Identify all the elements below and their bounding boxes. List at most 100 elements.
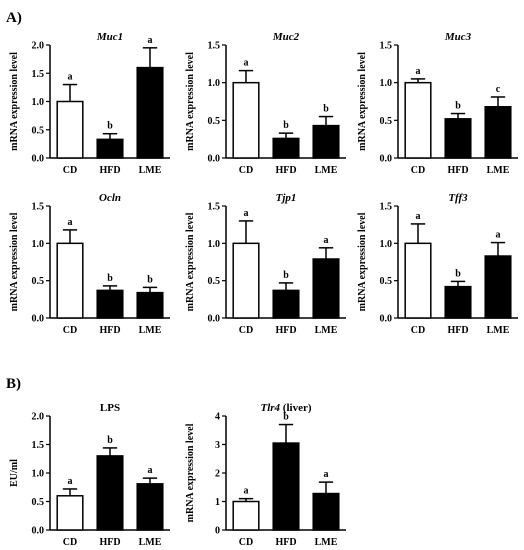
significance-letter: b bbox=[283, 412, 289, 423]
y-tick-label: 2.0 bbox=[32, 41, 45, 52]
bar bbox=[312, 492, 340, 531]
chart-title: Tff3 bbox=[448, 192, 468, 204]
bar bbox=[136, 66, 164, 159]
y-tick-label: 1.5 bbox=[32, 202, 45, 213]
y-tick-label: 1.0 bbox=[208, 78, 221, 89]
y-tick-label: 1.0 bbox=[32, 469, 45, 480]
y-axis-label: mRNA expression level bbox=[185, 52, 196, 151]
y-tick-label: 1.0 bbox=[380, 239, 393, 250]
y-tick-label: 2 bbox=[215, 469, 220, 480]
y-tick-label: 1.5 bbox=[380, 202, 393, 213]
y-tick-label: 0.5 bbox=[208, 116, 221, 127]
significance-letter: b bbox=[107, 273, 113, 284]
x-tick-label: HFD bbox=[447, 165, 468, 176]
y-tick-label: 1 bbox=[215, 497, 220, 508]
chart-title: Muc3 bbox=[444, 31, 472, 43]
chart-muc1: 0.0 0.5 1.0 1.5 2.0 mRNA expression level Muc1… bbox=[9, 31, 170, 176]
bar bbox=[56, 100, 84, 159]
bar bbox=[312, 258, 340, 319]
x-tick-label: CD bbox=[63, 165, 77, 176]
y-axis-label: mRNA expression level bbox=[357, 52, 368, 151]
y-tick-label: 0.5 bbox=[32, 125, 45, 136]
y-tick-label: 0.0 bbox=[380, 314, 393, 325]
bar bbox=[136, 291, 164, 319]
y-tick-label: 0.5 bbox=[380, 276, 393, 287]
significance-letter: a bbox=[324, 235, 329, 246]
chart-title-main: Muc1 bbox=[96, 31, 123, 43]
y-axis-label: mRNA expression level bbox=[357, 212, 368, 311]
x-tick-label: LME bbox=[139, 537, 162, 548]
x-tick-label: HFD bbox=[99, 165, 120, 176]
chart-title: LPS bbox=[100, 402, 120, 414]
bar bbox=[232, 500, 260, 531]
x-tick-label: CD bbox=[239, 537, 253, 548]
y-tick-label: 0.0 bbox=[32, 314, 45, 325]
significance-letter: a bbox=[148, 465, 153, 476]
bar bbox=[96, 455, 124, 531]
y-tick-label: 0 bbox=[215, 526, 220, 537]
y-tick-label: 1.5 bbox=[208, 202, 221, 213]
bar bbox=[136, 483, 164, 531]
chart-tjp1: 0.0 0.5 1.0 1.5 mRNA expression level Tjp1 a CD… bbox=[185, 192, 346, 336]
y-tick-label: 4 bbox=[215, 412, 220, 423]
significance-letter: a bbox=[148, 35, 153, 46]
bar bbox=[404, 242, 432, 319]
panel-label-b: B) bbox=[6, 376, 21, 392]
bar bbox=[272, 137, 300, 159]
chart-title: Tlr4 (liver) bbox=[260, 402, 311, 414]
chart-title: Ocln bbox=[99, 192, 121, 204]
y-tick-label: 1.0 bbox=[32, 239, 45, 250]
bar bbox=[484, 255, 512, 319]
significance-letter: b bbox=[455, 268, 461, 279]
y-tick-label: 0.0 bbox=[208, 154, 221, 165]
chart-ocln: 0.0 0.5 1.0 1.5 mRNA expression level Ocln a CD… bbox=[9, 192, 170, 336]
y-tick-label: 0.0 bbox=[32, 526, 45, 537]
y-tick-label: 0.5 bbox=[32, 276, 45, 287]
significance-letter: c bbox=[496, 84, 501, 95]
bar bbox=[272, 442, 300, 531]
bar bbox=[444, 285, 472, 319]
chart-title-main: Ocln bbox=[99, 192, 121, 204]
y-tick-label: 0.0 bbox=[380, 154, 393, 165]
bar bbox=[56, 495, 84, 531]
y-tick-label: 1.5 bbox=[380, 41, 393, 52]
x-tick-label: HFD bbox=[275, 325, 296, 336]
significance-letter: a bbox=[68, 476, 73, 487]
y-tick-label: 0.5 bbox=[208, 276, 221, 287]
bar bbox=[56, 242, 84, 319]
bar bbox=[96, 289, 124, 319]
chart-title-main: Muc3 bbox=[444, 31, 472, 43]
significance-letter: a bbox=[244, 58, 249, 69]
bar bbox=[404, 81, 432, 159]
x-tick-label: LME bbox=[487, 325, 510, 336]
y-tick-label: 0.0 bbox=[208, 314, 221, 325]
y-tick-label: 1.5 bbox=[32, 69, 45, 80]
significance-letter: a bbox=[496, 230, 501, 241]
x-tick-label: LME bbox=[487, 165, 510, 176]
significance-letter: a bbox=[244, 486, 249, 497]
y-tick-label: 2.0 bbox=[32, 412, 45, 423]
x-tick-label: LME bbox=[315, 325, 338, 336]
x-tick-label: LME bbox=[315, 165, 338, 176]
y-axis-label: mRNA expression level bbox=[9, 52, 20, 151]
significance-letter: a bbox=[324, 469, 329, 480]
y-tick-label: 3 bbox=[215, 440, 220, 451]
significance-letter: a bbox=[244, 208, 249, 219]
significance-letter: b bbox=[283, 120, 289, 131]
bar bbox=[232, 81, 260, 159]
chart-title: Muc1 bbox=[96, 31, 123, 43]
x-tick-label: HFD bbox=[99, 325, 120, 336]
significance-letter: a bbox=[416, 66, 421, 77]
y-tick-label: 1.0 bbox=[380, 78, 393, 89]
chart-muc3: 0.0 0.5 1.0 1.5 mRNA expression level Muc3 a CD… bbox=[357, 31, 518, 176]
y-tick-label: 0.5 bbox=[380, 116, 393, 127]
significance-letter: a bbox=[68, 72, 73, 83]
significance-letter: b bbox=[107, 435, 113, 446]
x-tick-label: HFD bbox=[99, 537, 120, 548]
y-tick-label: 0.0 bbox=[32, 154, 45, 165]
chart-title-main: Tff3 bbox=[448, 192, 468, 204]
y-axis-label: mRNA expression level bbox=[185, 423, 196, 522]
y-axis-label: EU/ml bbox=[9, 459, 20, 487]
significance-letter: b bbox=[455, 101, 461, 112]
